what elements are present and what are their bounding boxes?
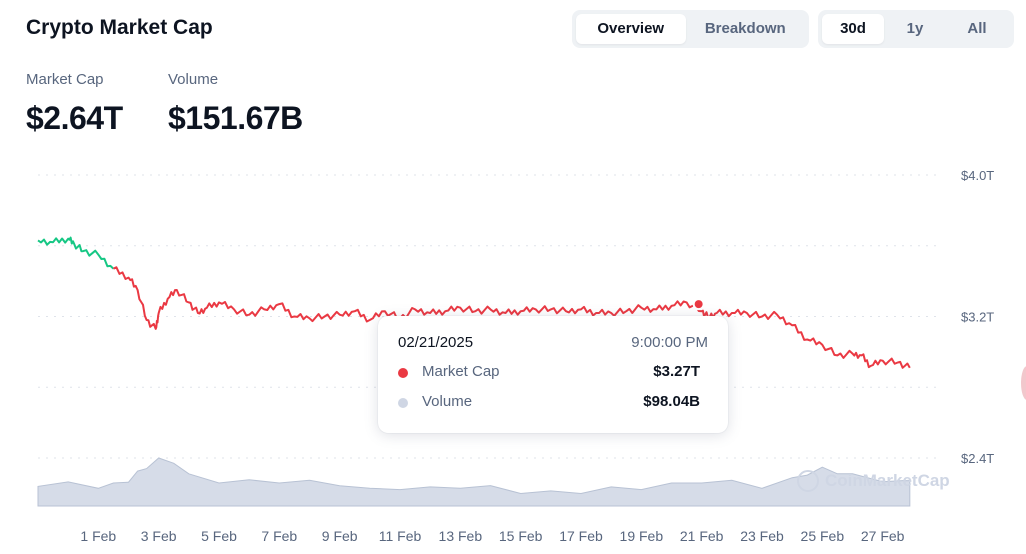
- x-tick-label: 7 Feb: [261, 528, 297, 544]
- watermark: CoinMarketCap: [797, 470, 950, 492]
- x-tick-label: 11 Feb: [379, 528, 422, 544]
- view-toggle: Overview Breakdown: [572, 10, 809, 48]
- range-1y-button[interactable]: 1y: [906, 20, 924, 37]
- coinmarketcap-logo-icon: [797, 470, 819, 492]
- tooltip-label: Market Cap: [422, 363, 500, 380]
- tab-breakdown[interactable]: Breakdown: [704, 20, 786, 37]
- market-cap-line-down: [112, 266, 911, 369]
- hover-point: [692, 298, 705, 311]
- x-tick-label: 23 Feb: [740, 528, 784, 544]
- y-tick-label: $3.2T: [961, 310, 994, 325]
- x-tick-label: 27 Feb: [861, 528, 905, 544]
- tooltip-label: Volume: [422, 393, 473, 410]
- watermark-text: CoinMarketCap: [825, 471, 950, 490]
- market-cap-line-up: [37, 236, 115, 270]
- market-cap-value: $2.64T: [26, 100, 123, 136]
- x-tick-label: 19 Feb: [620, 528, 664, 544]
- x-tick-label: 13 Feb: [439, 528, 483, 544]
- tooltip-date: 02/21/2025: [398, 334, 474, 351]
- x-tick-label: 25 Feb: [801, 528, 845, 544]
- x-tick-label: 21 Feb: [680, 528, 724, 544]
- volume-label: Volume: [168, 71, 219, 88]
- x-tick-label: 3 Feb: [141, 528, 177, 544]
- tooltip-value: $3.27T: [653, 363, 700, 380]
- x-tick-label: 15 Feb: [499, 528, 543, 544]
- volume-value: $151.67B: [168, 100, 303, 136]
- range-all-button[interactable]: All: [967, 20, 987, 37]
- range-30d-button[interactable]: 30d: [822, 14, 884, 44]
- market-cap-dot-icon: [398, 368, 408, 378]
- x-tick-label: 9 Feb: [322, 528, 358, 544]
- tooltip-value: $98.04B: [643, 393, 700, 410]
- y-tick-label: $2.4T: [961, 451, 994, 466]
- tooltip-row-market-cap: Market Cap $3.27T: [398, 363, 700, 383]
- x-tick-label: 1 Feb: [80, 528, 116, 544]
- x-tick-label: 17 Feb: [559, 528, 603, 544]
- range-toggle: 30d 1y All: [818, 10, 1014, 48]
- x-tick-label: 5 Feb: [201, 528, 237, 544]
- tab-overview[interactable]: Overview: [576, 14, 686, 44]
- tooltip-row-volume: Volume $98.04B: [398, 393, 700, 413]
- volume-area: [37, 457, 911, 507]
- chart-tooltip: 02/21/2025 9:00:00 PM Market Cap $3.27T …: [378, 316, 728, 433]
- side-indicator: [1021, 366, 1026, 400]
- market-cap-label: Market Cap: [26, 71, 104, 88]
- volume-dot-icon: [398, 398, 408, 408]
- y-tick-label: $4.0T: [961, 168, 994, 183]
- page-title: Crypto Market Cap: [26, 16, 213, 39]
- tooltip-time: 9:00:00 PM: [631, 334, 708, 351]
